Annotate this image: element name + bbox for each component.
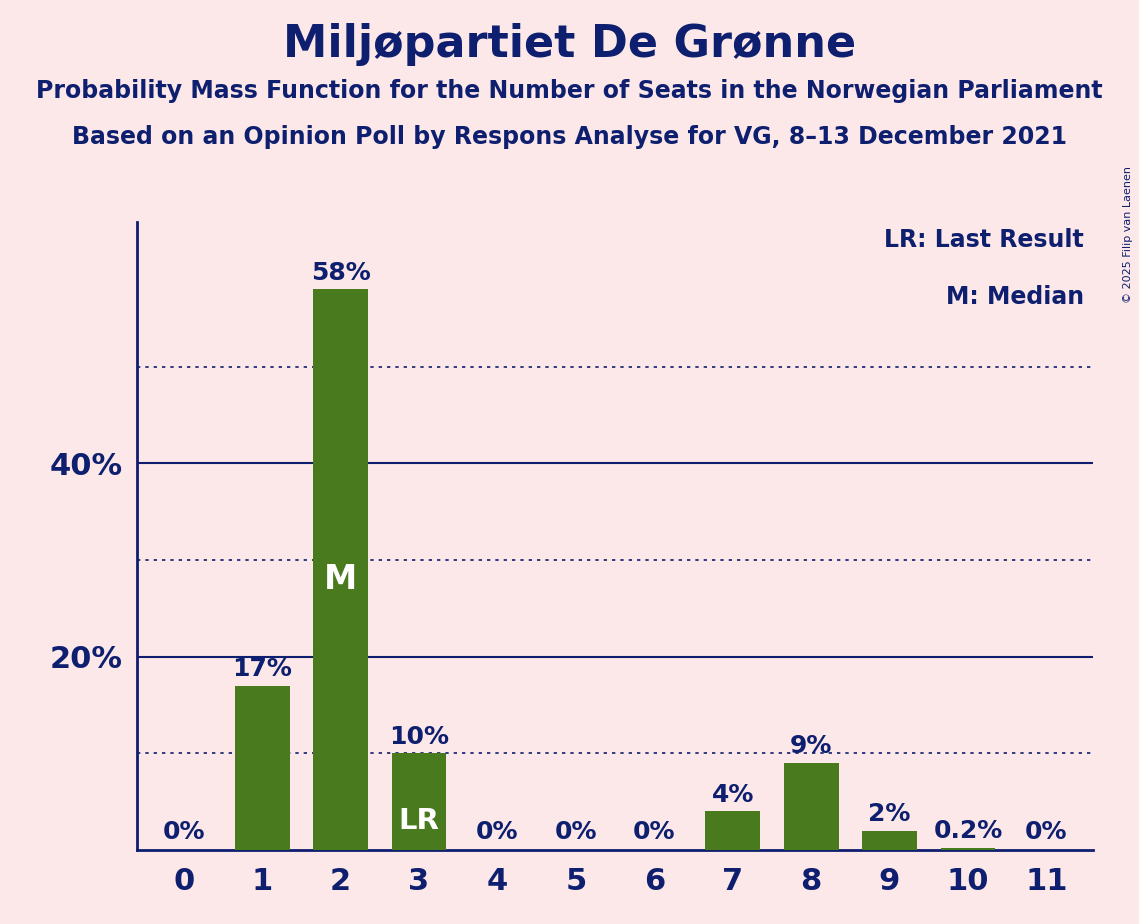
Text: 10%: 10% [390,724,449,748]
Bar [862,831,917,850]
Text: M: Median: M: Median [945,285,1084,309]
Text: 0%: 0% [163,821,205,845]
Text: 0%: 0% [633,821,675,845]
Text: 58%: 58% [311,261,370,285]
Text: 0.2%: 0.2% [933,820,1002,844]
Text: 4%: 4% [712,783,754,807]
Text: M: M [323,563,358,596]
Bar [313,289,368,850]
Text: Miljøpartiet De Grønne: Miljøpartiet De Grønne [282,23,857,67]
Text: Probability Mass Function for the Number of Seats in the Norwegian Parliament: Probability Mass Function for the Number… [36,79,1103,103]
Text: 0%: 0% [555,821,597,845]
Text: 0%: 0% [476,821,518,845]
Text: 9%: 9% [790,735,833,759]
Bar [784,763,838,850]
Bar [392,753,446,850]
Text: Based on an Opinion Poll by Respons Analyse for VG, 8–13 December 2021: Based on an Opinion Poll by Respons Anal… [72,125,1067,149]
Text: © 2025 Filip van Laenen: © 2025 Filip van Laenen [1123,166,1133,303]
Text: LR: Last Result: LR: Last Result [884,228,1084,252]
Text: 0%: 0% [1025,821,1067,845]
Bar [235,686,289,850]
Text: 17%: 17% [232,657,292,681]
Bar [941,848,995,850]
Text: LR: LR [399,807,440,835]
Text: 2%: 2% [868,802,911,826]
Bar [705,811,760,850]
